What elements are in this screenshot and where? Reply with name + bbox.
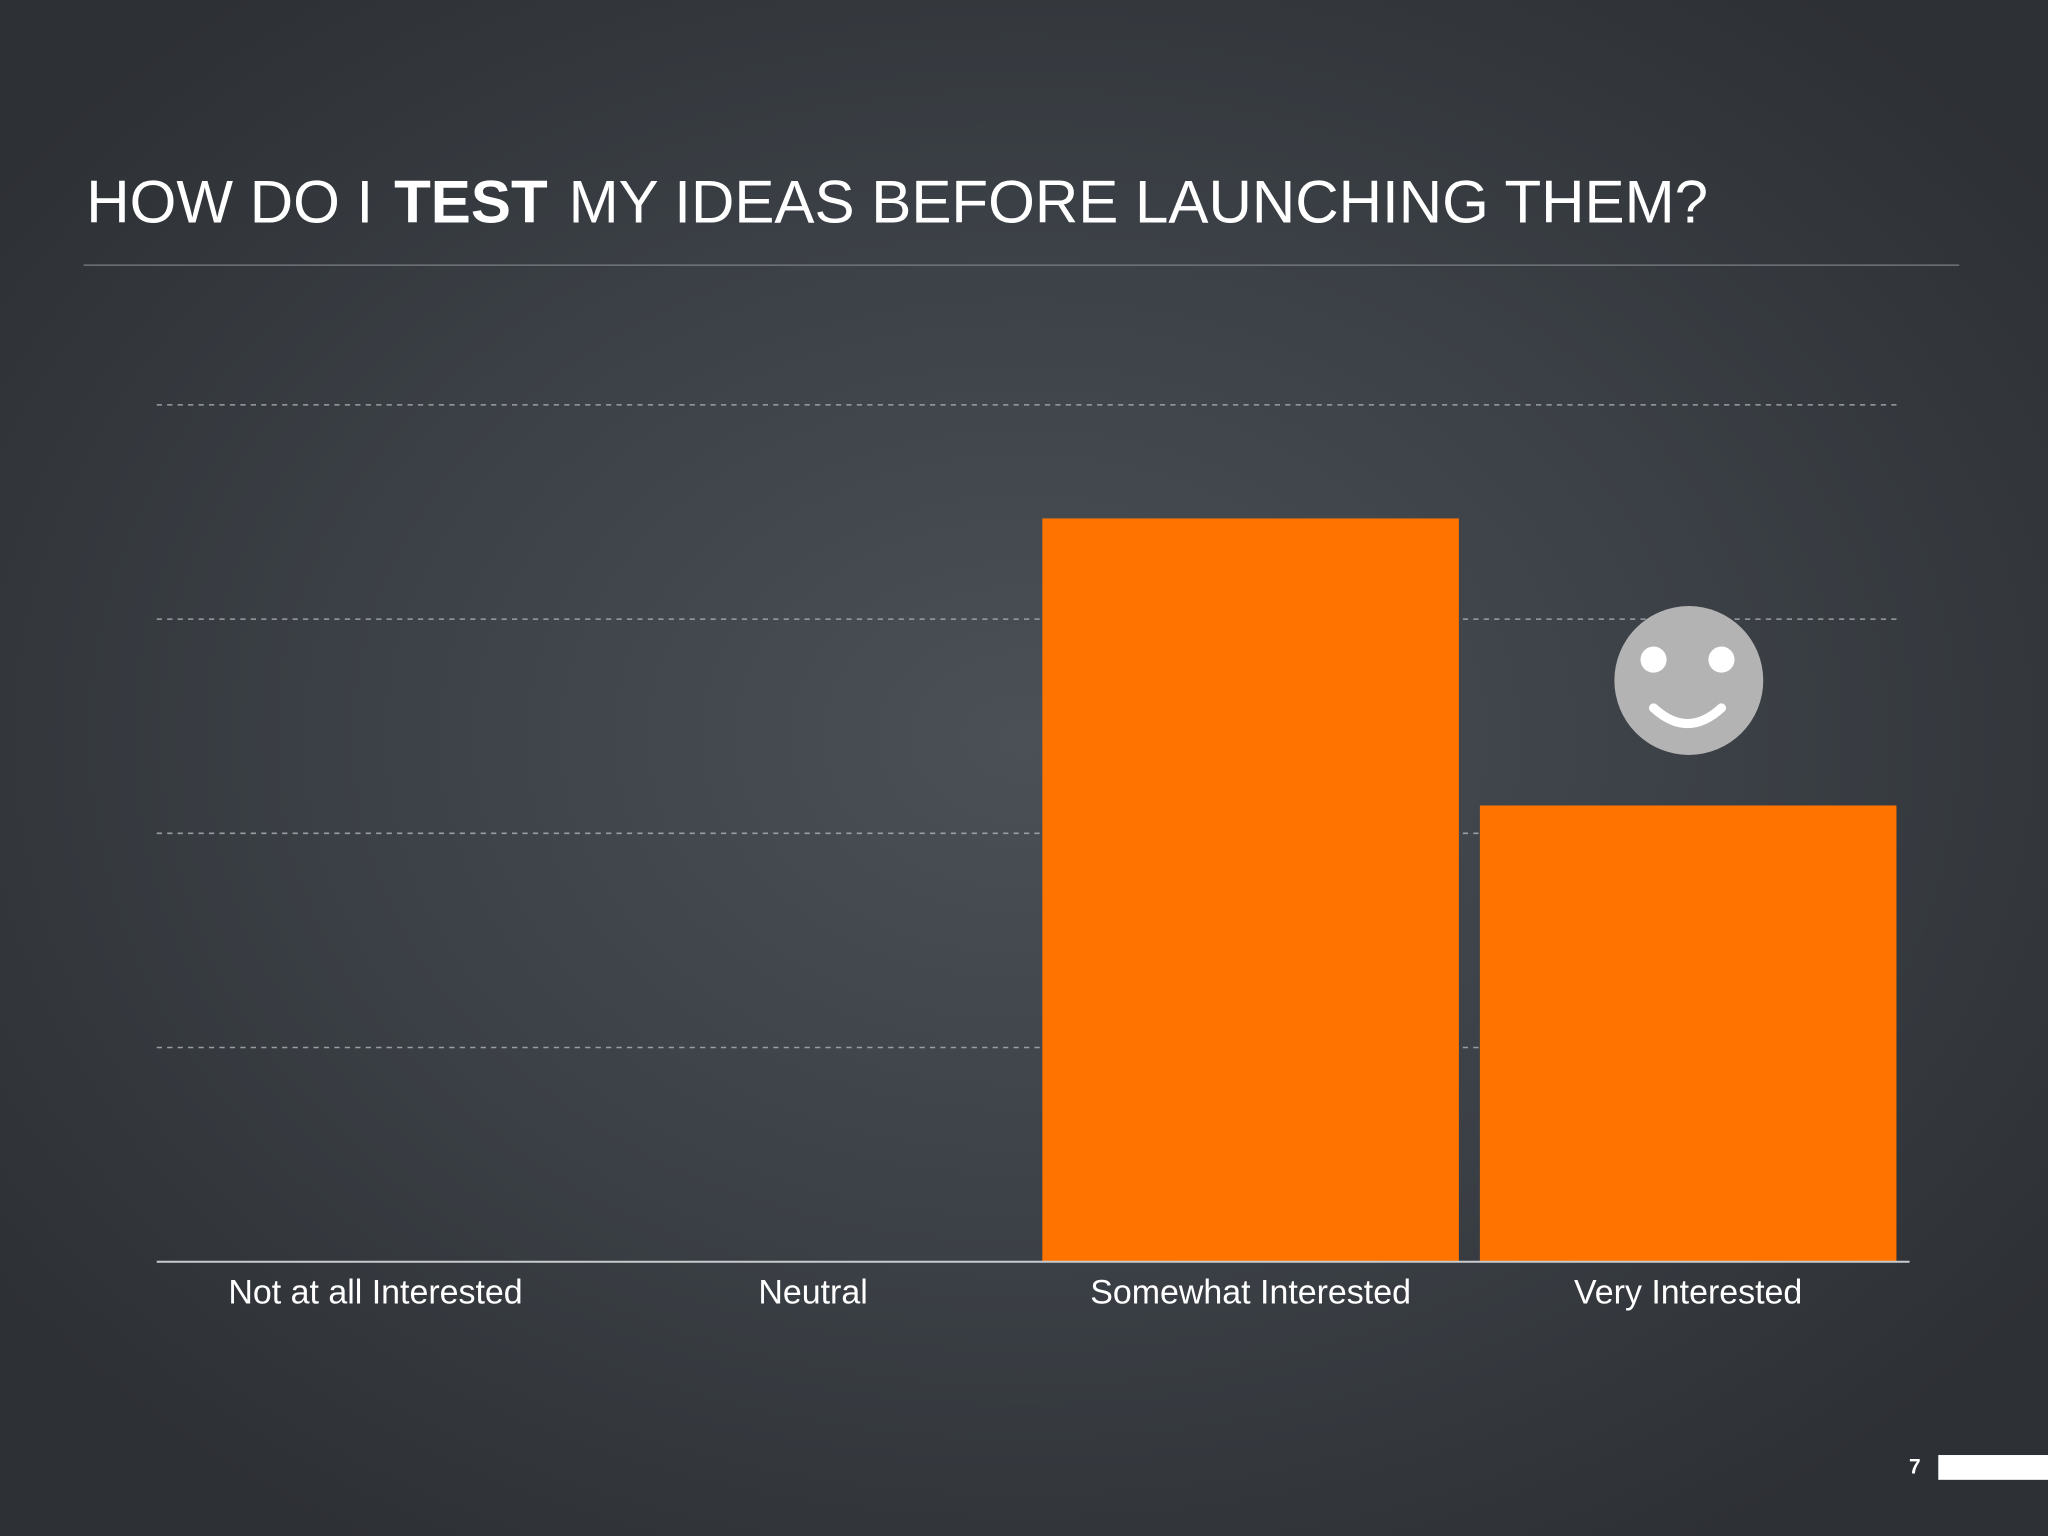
x-tick-label: Not at all Interested — [228, 1273, 522, 1311]
title-emphasis: TEST — [394, 168, 548, 235]
bar — [1042, 518, 1459, 1262]
smiley-eye — [1708, 646, 1735, 673]
x-tick-label: Very Interested — [1574, 1273, 1802, 1311]
plot: Not at all Interested Neutral Somewhat Int… — [156, 404, 1910, 1311]
title-part: HOW DO I — [86, 168, 373, 235]
x-tick-label: Neutral — [758, 1273, 867, 1311]
page-number: 7 — [1909, 1456, 1921, 1479]
slide-title: HOW DO I TEST MY IDEAS BEFORE LAUNCHING TH… — [86, 168, 1708, 235]
smiley-face — [1614, 606, 1764, 755]
smiley-eye — [1640, 646, 1667, 673]
title-part: MY IDEAS BEFORE LAUNCHING THEM? — [569, 168, 1709, 235]
x-tick-label: Somewhat Interested — [1090, 1273, 1411, 1311]
bar — [1479, 805, 1897, 1262]
smiley-icon — [1614, 606, 1764, 755]
smiley-mouth — [1648, 703, 1727, 729]
page-tab — [1938, 1455, 2048, 1480]
